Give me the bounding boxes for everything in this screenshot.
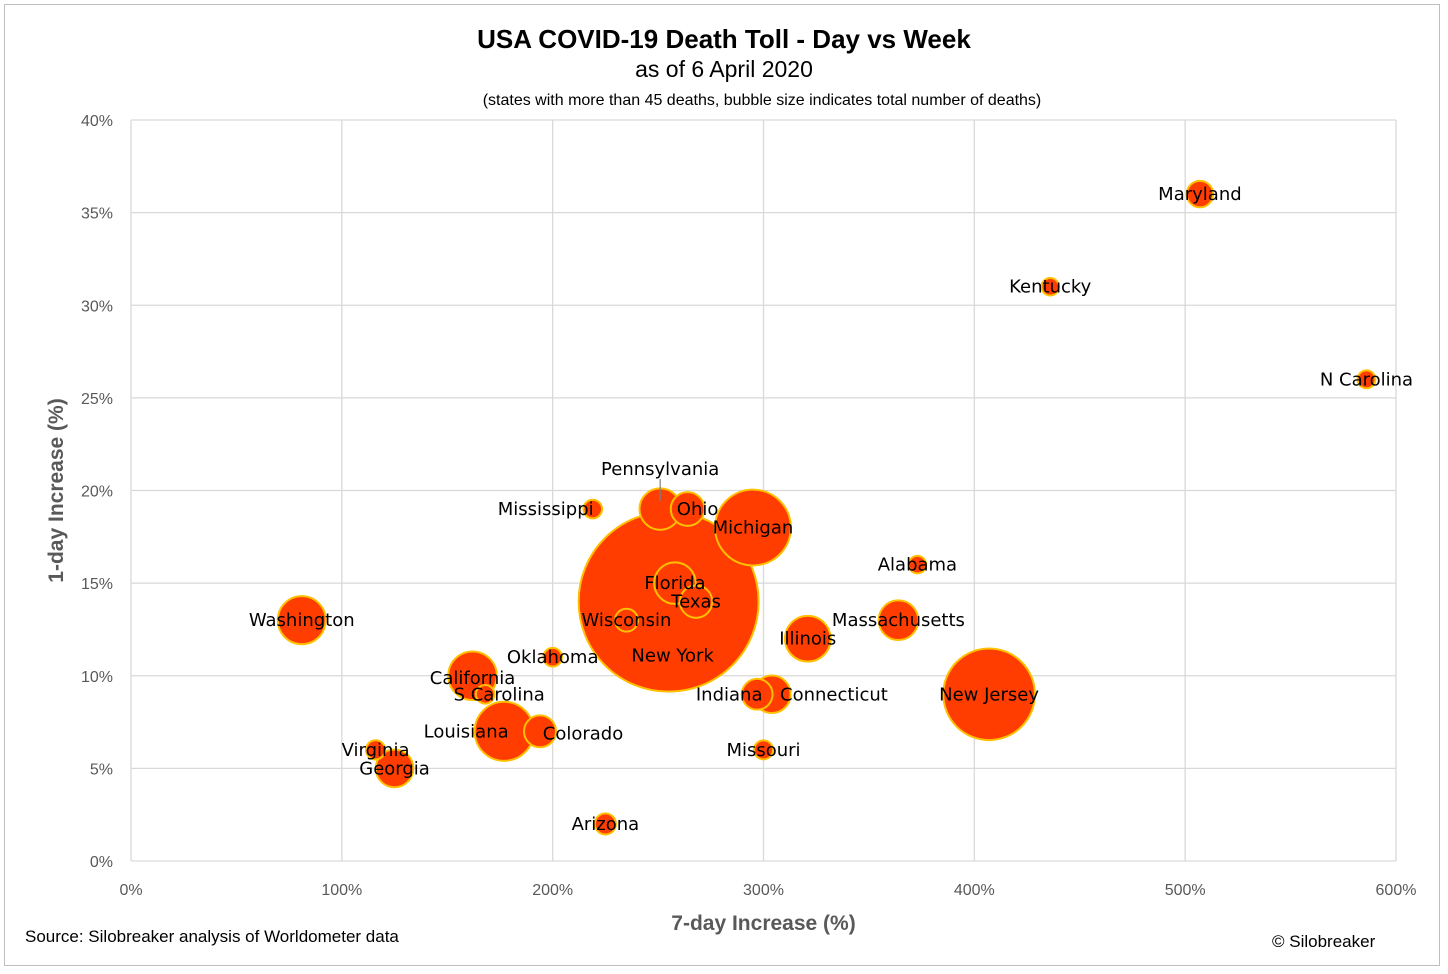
x-tick-label: 200%: [532, 882, 573, 899]
bubble-alabama: [907, 554, 928, 575]
bubble-texas: [678, 584, 714, 619]
bubble-georgia: [374, 748, 415, 789]
x-tick-label: 300%: [743, 882, 784, 899]
label-pennsylvania: Pennsylvania: [601, 459, 719, 480]
x-tick-label: 100%: [321, 882, 362, 899]
source-note: Source: Silobreaker analysis of Worldome…: [25, 927, 399, 946]
bubble-colorado: [523, 714, 557, 749]
bubble-oklahoma: [542, 646, 563, 668]
y-tick-label: 5%: [90, 761, 113, 778]
label-new-york: New York: [631, 646, 714, 667]
y-tick-label: 0%: [90, 854, 113, 871]
label-colorado: Colorado: [543, 723, 623, 744]
x-tick-label: 400%: [954, 882, 995, 899]
y-tick-label: 10%: [81, 669, 113, 686]
label-missouri: Missouri: [726, 740, 800, 761]
bubble-wisconsin: [614, 607, 639, 633]
tick-labels: 0% 5% 10% 15% 20% 25% 30% 35% 40% 0% 100% 200% 300% 4…: [81, 113, 1416, 899]
chart-title: USA COVID-19 Death Toll - Day vs Week: [477, 24, 971, 54]
label-kentucky: Kentucky: [1009, 277, 1092, 298]
x-tick-label: 500%: [1165, 882, 1206, 899]
label-florida: Florida: [644, 573, 705, 594]
label-n-carolina: N Carolina: [1320, 369, 1413, 390]
label-louisiana: Louisiana: [424, 721, 509, 742]
label-texas: Texas: [670, 592, 721, 613]
label-washington: Washington: [249, 610, 355, 631]
chart-subtitle: as of 6 April 2020: [635, 56, 813, 82]
bubble-indiana: [740, 677, 774, 711]
bubble-n-carolina: [1356, 369, 1377, 390]
label-indiana: Indiana: [696, 684, 763, 705]
y-tick-label: 35%: [81, 206, 113, 223]
bubble-virginia: [364, 739, 387, 761]
bubble-michigan: [714, 488, 792, 567]
bubbles: [276, 179, 1377, 836]
y-axis-label: 1-day Increase (%): [45, 398, 68, 582]
bubble-ohio: [669, 491, 706, 527]
label-wisconsin: Wisconsin: [582, 610, 672, 631]
bubble-maryland: [1185, 179, 1215, 209]
y-tick-label: 40%: [81, 113, 113, 130]
label-ohio: Ohio: [677, 499, 719, 520]
label-oklahoma: Oklahoma: [507, 647, 599, 668]
bubble-illinois: [783, 614, 832, 663]
bubble-kentucky: [1040, 276, 1060, 297]
bubble-new-jersey: [942, 647, 1036, 742]
bubble-washington: [276, 595, 327, 646]
label-maryland: Maryland: [1158, 184, 1241, 205]
x-axis-label: 7-day Increase (%): [671, 912, 855, 935]
label-arizona: Arizona: [572, 814, 640, 835]
label-virginia: Virginia: [342, 740, 410, 761]
label-illinois: Illinois: [779, 629, 836, 650]
y-tick-label: 20%: [81, 484, 113, 501]
bubble-massachusetts: [877, 599, 920, 642]
y-tick-label: 30%: [81, 298, 113, 315]
label-new-jersey: New Jersey: [939, 684, 1039, 705]
label-mississippi: Mississippi: [498, 499, 594, 520]
label-connecticut: Connecticut: [780, 684, 888, 705]
chart-note: (states with more than 45 deaths, bubble…: [482, 92, 1042, 109]
bubble-missouri: [753, 739, 774, 761]
y-tick-label: 15%: [81, 576, 113, 593]
label-alabama: Alabama: [878, 555, 957, 576]
x-tick-label: 0%: [119, 882, 142, 899]
label-california: California: [430, 668, 515, 689]
y-tick-label: 25%: [81, 391, 113, 408]
label-georgia: Georgia: [359, 758, 430, 779]
bubble-arizona: [593, 812, 617, 836]
x-tick-label: 600%: [1376, 882, 1417, 899]
label-massachusetts: Massachusetts: [832, 610, 965, 631]
label-michigan: Michigan: [713, 518, 794, 539]
bubble-mississippi: [582, 498, 604, 520]
chart-frame: [4, 4, 1440, 966]
label-s-carolina: S Carolina: [454, 684, 545, 705]
copyright-note: © Silobreaker: [1272, 932, 1376, 951]
bubble-s-carolina: [474, 683, 496, 705]
